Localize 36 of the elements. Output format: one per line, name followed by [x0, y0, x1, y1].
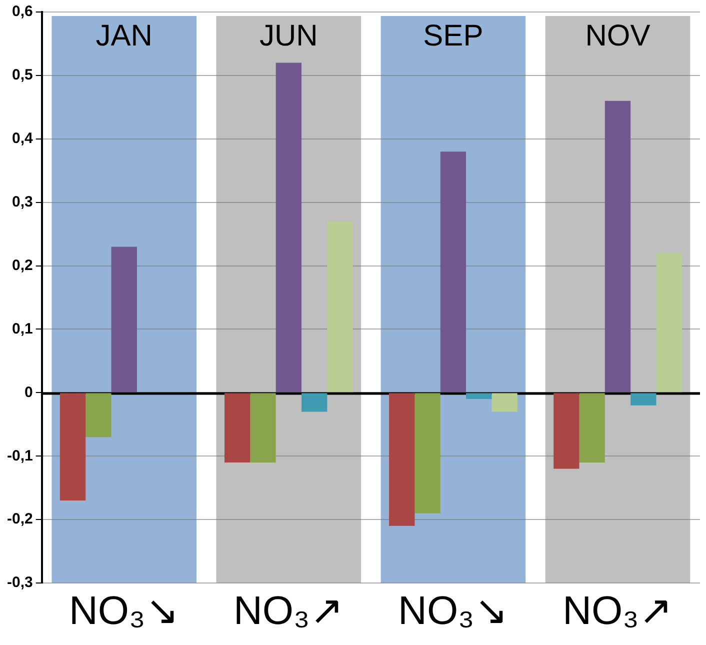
bar [60, 393, 86, 501]
y-tick-label: 0,1 [12, 320, 33, 338]
bar [440, 152, 466, 392]
y-tick-label: 0 [24, 384, 33, 401]
y-tick-label: -0,3 [6, 574, 33, 592]
x-tick-label: JUN [259, 19, 318, 52]
bar [224, 393, 250, 462]
y-tick-label: 0,5 [12, 66, 33, 84]
bar [656, 253, 682, 392]
x-tick-label: NOV [585, 19, 650, 52]
text: NO₃↗ [234, 589, 344, 634]
bar [111, 246, 137, 392]
bar [554, 393, 580, 469]
x-tick-label: JAN [96, 19, 152, 52]
y-tick-label: 0,3 [12, 193, 33, 210]
bar [301, 393, 328, 412]
bar [250, 393, 276, 462]
y-tick-label: 0,4 [12, 130, 34, 148]
bar [604, 100, 631, 392]
bar [630, 393, 656, 406]
bar [276, 62, 302, 392]
bar [327, 221, 353, 392]
x-tick-label: SEP [423, 19, 484, 52]
bar [492, 393, 518, 412]
bar [86, 393, 112, 438]
bar [389, 393, 415, 526]
text: NO₃↘ [68, 589, 180, 634]
y-tick-label: 0,6 [12, 3, 33, 20]
bar [579, 393, 605, 462]
bar [466, 393, 492, 400]
bar [414, 393, 440, 514]
y-tick-label: -0,2 [6, 510, 33, 528]
text: NO₃↘ [398, 589, 508, 634]
y-tick-label: -0,1 [6, 447, 33, 464]
y-tick-label: 0,2 [12, 256, 33, 274]
text: NO₃↗ [562, 589, 673, 634]
